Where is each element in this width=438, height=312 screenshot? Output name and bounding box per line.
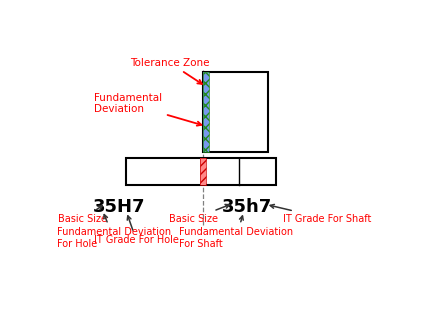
Bar [126,158,276,185]
Text: Fundamental Deviation
For Hole: Fundamental Deviation For Hole [57,215,170,249]
Text: Basic Size: Basic Size [58,206,107,224]
Bar [202,72,267,152]
Text: Basic Size: Basic Size [169,204,229,224]
Text: IT Grade For Shaft: IT Grade For Shaft [269,204,371,224]
Text: Fundamental Deviation
For Shaft: Fundamental Deviation For Shaft [179,216,293,249]
Text: Tolerance Zone: Tolerance Zone [130,58,209,84]
Bar [199,158,205,185]
Bar [202,72,208,152]
Text: Fundamental
Deviation: Fundamental Deviation [94,93,201,126]
Text: 35H7: 35H7 [93,198,145,216]
Bar [199,158,205,185]
Text: IT Grade For Hole: IT Grade For Hole [94,216,178,246]
Bar [202,72,208,152]
Text: 35h7: 35h7 [222,198,272,216]
